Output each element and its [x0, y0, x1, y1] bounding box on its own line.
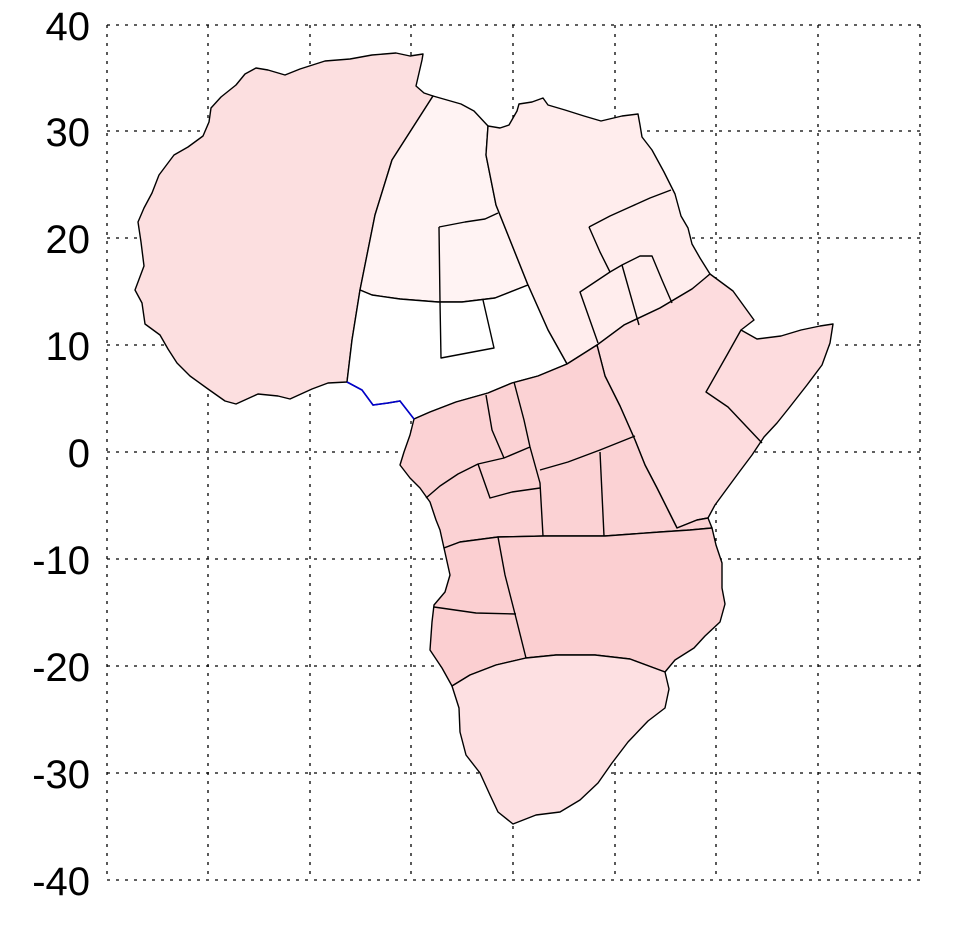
border-sc-inner-1	[497, 536, 527, 659]
border-nc-inner-2	[438, 226, 495, 359]
border-sc-inner-2	[433, 606, 517, 615]
border-central-inner-4	[477, 463, 541, 499]
border-ne-inner-4	[621, 264, 640, 326]
y-tick-label: 30	[46, 111, 91, 155]
region-south	[451, 654, 670, 825]
border-east-inner-1	[705, 329, 763, 444]
border-central-inner-6	[599, 451, 605, 537]
y-tick-label: 20	[46, 218, 91, 262]
region-northwest	[134, 52, 434, 405]
border-ne-inner-3	[609, 255, 673, 304]
border-nc-inner-1	[438, 212, 499, 228]
regions	[134, 52, 834, 825]
y-tick-label: 0	[68, 432, 90, 476]
border-central-inner-5	[539, 435, 636, 471]
y-axis: 40 30 20 10 0 -10 -20 -30 -40	[32, 5, 90, 904]
y-tick-label: -20	[32, 646, 90, 690]
y-tick-label: 10	[46, 325, 91, 369]
coast-line	[346, 381, 415, 420]
y-tick-label: -40	[32, 860, 90, 904]
y-tick-label: -30	[32, 753, 90, 797]
border-central-inner-3	[425, 446, 531, 499]
border-ne-inner-1	[588, 189, 672, 228]
y-tick-label: 40	[46, 5, 91, 49]
y-tick-label: -10	[32, 539, 90, 583]
border-central-inner-1	[485, 394, 505, 459]
